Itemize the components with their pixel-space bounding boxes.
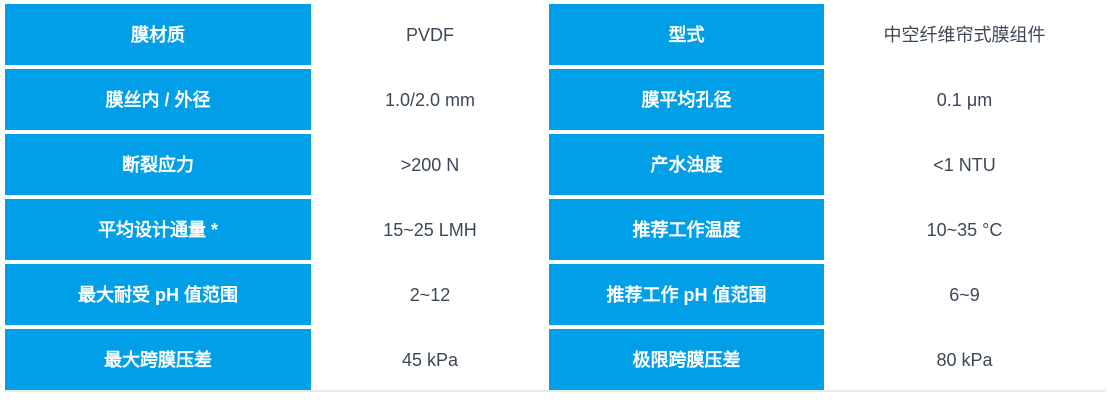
- spec-label-design-flux: 平均设计通量 *: [5, 199, 311, 260]
- spec-label-membrane-material: 膜材质: [5, 4, 311, 65]
- spec-value-breaking-strength: >200 N: [400, 154, 460, 175]
- spec-value-module-type: 中空纤维帘式膜组件: [883, 24, 1046, 45]
- spec-value-membrane-material: PVDF: [405, 24, 454, 45]
- spec-value-design-flux: 15~25 LMH: [383, 219, 477, 240]
- spec-label-recommended-ph-range: 推荐工作 pH 值范围: [549, 264, 824, 325]
- spec-label-product-turbidity: 产水浊度: [549, 134, 824, 195]
- spec-value-operating-temp: 10~35 °C: [926, 219, 1003, 240]
- spec-label-operating-temp: 推荐工作温度: [549, 199, 824, 260]
- spec-value-max-tmp: 45 kPa: [401, 349, 459, 370]
- spec-value-limit-tmp: 80 kPa: [936, 349, 993, 370]
- membrane-spec-table: 膜材质 PVDF 型式 中空纤维帘式膜组件 膜丝内 / 外径 1.0/2.0 m…: [5, 4, 1105, 392]
- spec-value-max-ph-range: 2~12: [409, 284, 451, 305]
- spec-label-max-ph-range: 最大耐受 pH 值范围: [5, 264, 311, 325]
- spec-label-fiber-diameter: 膜丝内 / 外径: [5, 69, 311, 130]
- spec-label-limit-tmp: 极限跨膜压差: [549, 329, 824, 390]
- spec-value-recommended-ph-range: 6~9: [949, 284, 980, 305]
- spec-value-fiber-diameter: 1.0/2.0 mm: [384, 89, 476, 110]
- spec-value-product-turbidity: <1 NTU: [933, 154, 996, 175]
- spec-label-max-tmp: 最大跨膜压差: [5, 329, 311, 390]
- spec-label-breaking-strength: 断裂应力: [5, 134, 311, 195]
- spec-label-module-type: 型式: [549, 4, 824, 65]
- spec-value-mean-pore-size: 0.1 μm: [936, 89, 993, 110]
- spec-label-mean-pore-size: 膜平均孔径: [549, 69, 824, 130]
